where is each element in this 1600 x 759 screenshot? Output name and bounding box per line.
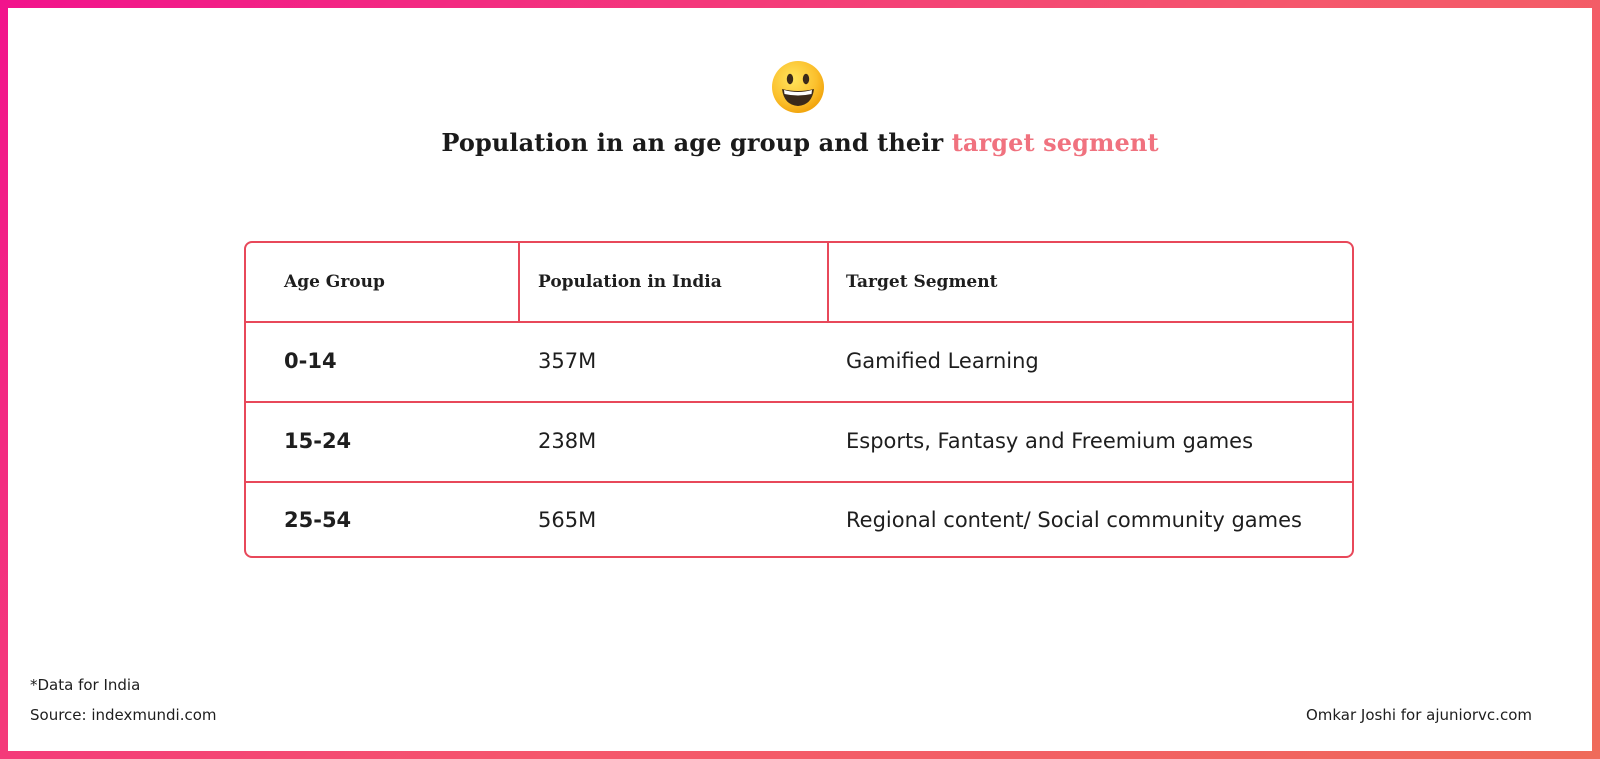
slide-card: Population in an age group and their tar… (8, 8, 1592, 751)
author-credit: Omkar Joshi for ajuniorvc.com (1305, 706, 1532, 724)
source-note: Source: indexmundi.com (30, 706, 217, 724)
population-cell: 238M (538, 429, 597, 453)
segment-table: Age Group Population in India Target Seg… (244, 241, 1354, 558)
header-target-segment: Target Segment (846, 272, 998, 292)
data-note: *Data for India (30, 676, 141, 694)
grinning-face-icon (772, 61, 824, 113)
header-age-group: Age Group (284, 272, 385, 292)
age-group-cell: 0-14 (284, 349, 337, 373)
table-row: 15-24 238M Esports, Fantasy and Freemium… (246, 401, 1352, 483)
target-segment-cell: Gamified Learning (846, 349, 1039, 373)
table-header-row: Age Group Population in India Target Seg… (246, 243, 1352, 323)
header-population: Population in India (538, 272, 722, 292)
target-segment-cell: Regional content/ Social community games (846, 507, 1302, 532)
header-divider (518, 243, 520, 321)
age-group-cell: 25-54 (284, 507, 352, 532)
title-accent: target segment (951, 128, 1159, 157)
table-row: 0-14 357M Gamified Learning (246, 321, 1352, 403)
target-segment-cell: Esports, Fantasy and Freemium games (846, 429, 1254, 453)
page-title: Population in an age group and their tar… (8, 128, 1592, 157)
header-divider (827, 243, 829, 321)
population-cell: 565M (538, 507, 597, 532)
age-group-cell: 15-24 (284, 429, 352, 453)
title-main: Population in an age group and their (441, 128, 952, 157)
table-row: 25-54 565M Regional content/ Social comm… (246, 481, 1352, 558)
population-cell: 357M (538, 349, 597, 373)
